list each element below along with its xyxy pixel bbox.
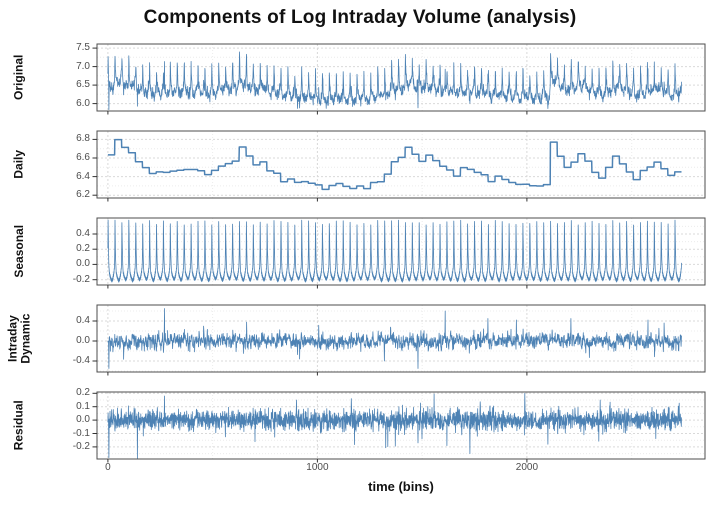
x-tick-label: 2000 xyxy=(515,462,539,473)
y-tick-label-residual: -0.1 xyxy=(72,427,90,439)
x-tick-label: 0 xyxy=(105,462,111,473)
y-tick-label-intraday-dynamic: -0.4 xyxy=(72,355,90,366)
series-line-residual xyxy=(107,392,682,460)
strip-label-daily: Daily xyxy=(11,150,26,179)
y-tick-label-intraday-dynamic: 0.0 xyxy=(76,335,90,346)
y-tick-label-daily: 6.4 xyxy=(76,170,90,182)
strip-label-seasonal: Seasonal xyxy=(11,225,26,278)
y-tick-label-original: 6.5 xyxy=(76,79,90,91)
x-axis-title: time (bins) xyxy=(368,479,434,494)
series-line-seasonal xyxy=(107,219,682,283)
y-tick-label-residual: 0.2 xyxy=(76,387,90,399)
panel-border-residual xyxy=(96,391,706,460)
y-tick-label-residual: -0.2 xyxy=(72,440,90,452)
y-tick-label-residual: 0.0 xyxy=(76,414,90,426)
y-tick-label-daily: 6.8 xyxy=(76,133,90,145)
y-tick-label-seasonal: 0.2 xyxy=(76,243,90,255)
x-tick-label: 1000 xyxy=(306,462,329,473)
panel-border-daily xyxy=(96,130,706,199)
strip-label-residual: Residual xyxy=(11,400,26,451)
y-tick-label-seasonal: -0.2 xyxy=(72,273,90,285)
series-line-intraday-dynamic xyxy=(107,308,682,369)
panel-border-seasonal xyxy=(96,217,706,286)
y-tick-label-residual: 0.1 xyxy=(76,400,90,412)
series-line-original xyxy=(107,51,682,111)
y-tick-label-intraday-dynamic: 0.4 xyxy=(76,315,90,326)
y-tick-label-original: 6.0 xyxy=(76,97,90,109)
y-tick-label-seasonal: 0.0 xyxy=(76,258,90,270)
y-tick-label-original: 7.5 xyxy=(76,42,90,54)
y-tick-label-daily: 6.2 xyxy=(76,189,90,201)
panel-border-original xyxy=(96,43,706,112)
y-tick-label-original: 7.0 xyxy=(76,60,90,72)
y-tick-label-seasonal: 0.4 xyxy=(76,228,90,239)
series-line-daily xyxy=(107,138,683,191)
strip-label-original: Original xyxy=(11,54,26,101)
panel-border-intraday-dynamic xyxy=(96,304,706,373)
chart-title: Components of Log Intraday Volume (analy… xyxy=(143,7,577,28)
y-tick-label-daily: 6.6 xyxy=(76,152,90,163)
strip-label-intraday-dynamic: Intraday Dynamic xyxy=(5,313,32,364)
